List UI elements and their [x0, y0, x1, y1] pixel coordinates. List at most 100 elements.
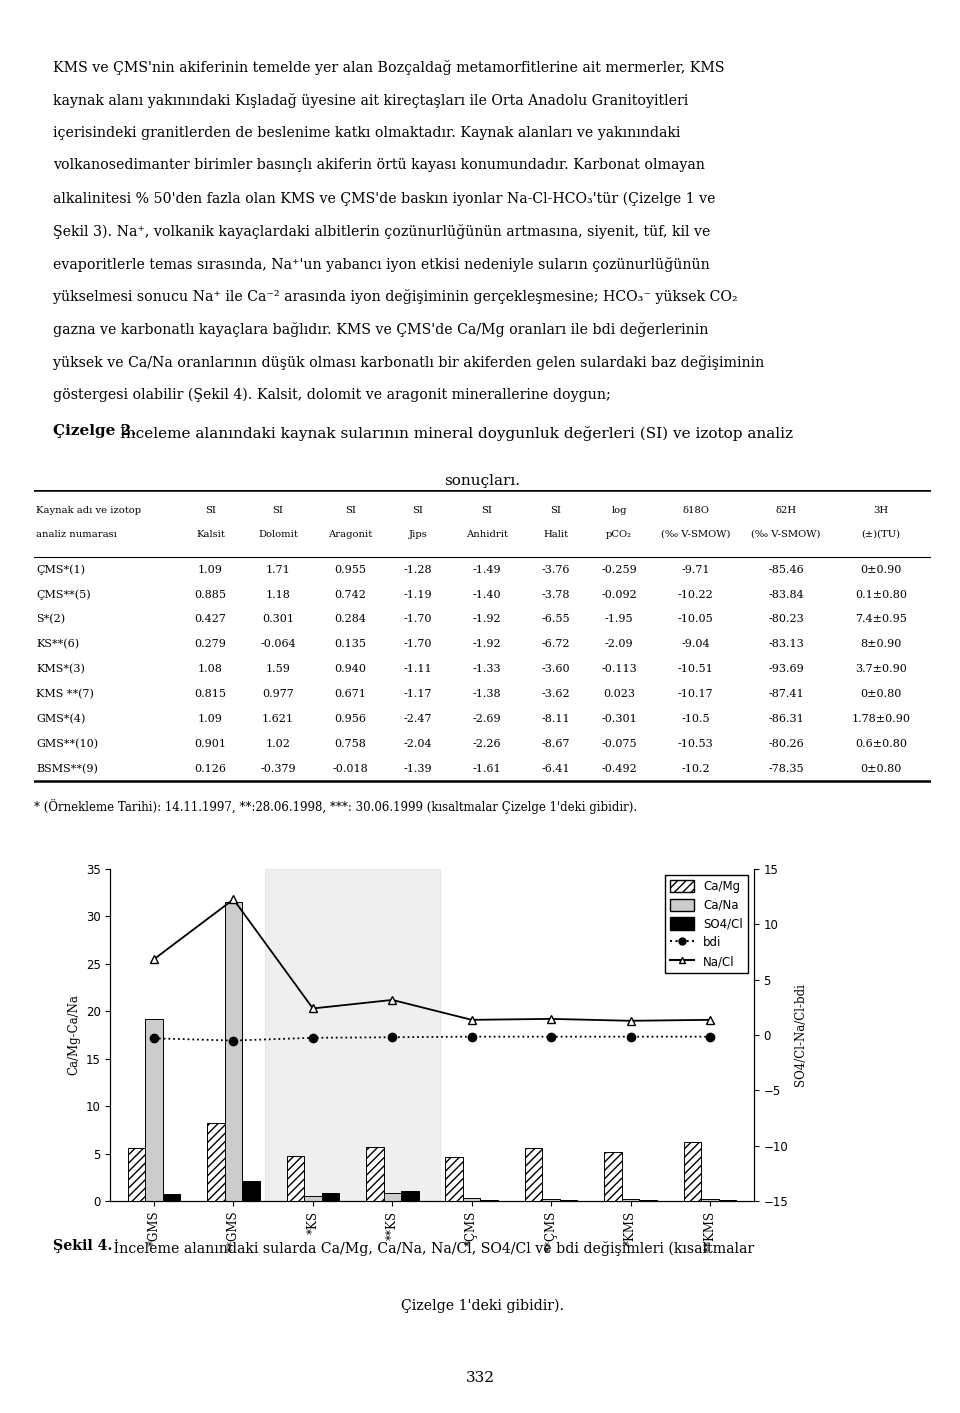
Text: -9.04: -9.04 [682, 639, 710, 650]
Text: S*(2): S*(2) [36, 615, 65, 625]
Text: SI: SI [273, 506, 283, 514]
Bar [622, 1200, 639, 1201]
Y-axis label: Ca/Mg-Ca/Na: Ca/Mg-Ca/Na [67, 995, 81, 1075]
Text: -10.51: -10.51 [678, 664, 713, 674]
Text: SI: SI [413, 506, 423, 514]
Text: -83.13: -83.13 [768, 639, 804, 650]
Text: 0±0.90: 0±0.90 [860, 565, 901, 575]
Text: yüksek ve Ca/Na oranlarının düşük olması karbonatlı bir akiferden gelen sulardak: yüksek ve Ca/Na oranlarının düşük olması… [53, 355, 764, 370]
Text: evaporitlerle temas sırasında, Na⁺'un yabancı iyon etkisi nedeniyle suların çozü: evaporitlerle temas sırasında, Na⁺'un ya… [53, 257, 709, 271]
Text: δ2H: δ2H [776, 506, 797, 514]
Text: içerisindeki granitlerden de beslenime katkı olmaktadır. Kaynak alanları ve yakı: içerisindeki granitlerden de beslenime k… [53, 126, 681, 140]
Bar [128, 1147, 145, 1201]
Text: 0.6±0.80: 0.6±0.80 [855, 739, 907, 749]
Text: 1.71: 1.71 [266, 565, 291, 575]
Text: δ18O: δ18O [683, 506, 709, 514]
Text: İnceleme alanındaki kaynak sularının mineral doygunluk değerleri (SI) ve izotop : İnceleme alanındaki kaynak sularının min… [114, 424, 793, 441]
Text: kaynak alanı yakınındaki Kışladağ üyesine ait kireçtaşları ile Orta Anadolu Gran: kaynak alanı yakınındaki Kışladağ üyesin… [53, 93, 688, 107]
Text: 0.977: 0.977 [262, 690, 294, 699]
Text: 0.135: 0.135 [334, 639, 366, 650]
Text: -0.092: -0.092 [601, 589, 637, 599]
Text: ÇMS*(1): ÇMS*(1) [36, 564, 85, 575]
Text: 0.671: 0.671 [334, 690, 366, 699]
Bar [445, 1157, 463, 1201]
Bar [242, 1181, 260, 1201]
Text: -8.67: -8.67 [541, 739, 570, 749]
Text: KMS **(7): KMS **(7) [36, 690, 94, 699]
Text: 3.7±0.90: 3.7±0.90 [855, 664, 907, 674]
Text: GMS*(4): GMS*(4) [36, 714, 85, 725]
Text: -3.60: -3.60 [541, 664, 570, 674]
Text: -3.76: -3.76 [541, 565, 570, 575]
Text: alkalinitesi % 50'den fazla olan KMS ve ÇMS'de baskın iyonlar Na-Cl-HCO₃'tür (Çi: alkalinitesi % 50'den fazla olan KMS ve … [53, 191, 715, 205]
Text: SI: SI [345, 506, 355, 514]
Text: 8±0.90: 8±0.90 [860, 639, 901, 650]
Bar [384, 1194, 401, 1201]
Text: volkanosedimanter birimler basınçlı akiferin örtü kayası konumundadır. Karbonat : volkanosedimanter birimler basınçlı akif… [53, 158, 705, 172]
Text: İnceleme alanındaki sularda Ca/Mg, Ca/Na, Na/Cl, SO4/Cl ve bdi değişimleri (kısa: İnceleme alanındaki sularda Ca/Mg, Ca/Na… [108, 1239, 754, 1256]
Text: 1.09: 1.09 [198, 565, 223, 575]
Text: 0.758: 0.758 [334, 739, 366, 749]
Text: Çizelge 2.: Çizelge 2. [53, 424, 136, 438]
Text: -1.70: -1.70 [403, 639, 432, 650]
Text: 1.78±0.90: 1.78±0.90 [852, 714, 911, 723]
Text: Jips: Jips [408, 530, 427, 538]
Text: -3.62: -3.62 [541, 690, 570, 699]
Text: -1.33: -1.33 [472, 664, 501, 674]
Text: 0.956: 0.956 [334, 714, 366, 723]
Text: 0.126: 0.126 [195, 764, 227, 774]
Text: -1.38: -1.38 [472, 690, 501, 699]
Bar [684, 1142, 701, 1201]
Text: -1.28: -1.28 [403, 565, 432, 575]
Text: -10.05: -10.05 [678, 615, 713, 625]
Text: (±)(TU): (±)(TU) [861, 530, 900, 538]
Text: 0.1±0.80: 0.1±0.80 [855, 589, 907, 599]
Text: yükselmesi sonucu Na⁺ ile Ca⁻² arasında iyon değişiminin gerçekleşmesine; HCO₃⁻ : yükselmesi sonucu Na⁺ ile Ca⁻² arasında … [53, 290, 737, 304]
Text: 0.284: 0.284 [334, 615, 366, 625]
Text: -0.113: -0.113 [601, 664, 637, 674]
Text: -0.379: -0.379 [260, 764, 296, 774]
Text: -0.064: -0.064 [260, 639, 296, 650]
Text: Aragonit: Aragonit [328, 530, 372, 538]
Text: -1.19: -1.19 [403, 589, 432, 599]
Text: -1.11: -1.11 [403, 664, 432, 674]
Text: 332: 332 [466, 1371, 494, 1385]
Text: KS**(6): KS**(6) [36, 639, 80, 650]
Text: sonuçları.: sonuçları. [444, 475, 520, 489]
Text: -85.46: -85.46 [768, 565, 804, 575]
Text: SI: SI [551, 506, 562, 514]
Text: 1.09: 1.09 [198, 714, 223, 723]
Bar [463, 1198, 480, 1201]
Bar [604, 1152, 622, 1201]
Text: -3.78: -3.78 [541, 589, 570, 599]
Text: -1.92: -1.92 [472, 615, 501, 625]
Text: Kalsit: Kalsit [196, 530, 225, 538]
Text: -0.301: -0.301 [601, 714, 637, 723]
Text: 0.427: 0.427 [195, 615, 227, 625]
Text: (‰ V-SMOW): (‰ V-SMOW) [661, 530, 731, 538]
Text: -80.23: -80.23 [768, 615, 804, 625]
Text: SI: SI [482, 506, 492, 514]
Text: -0.492: -0.492 [601, 764, 637, 774]
Bar [225, 901, 242, 1201]
Text: 1.08: 1.08 [198, 664, 223, 674]
Text: -0.018: -0.018 [332, 764, 368, 774]
Text: -80.26: -80.26 [768, 739, 804, 749]
Text: 0.742: 0.742 [334, 589, 366, 599]
Text: SI: SI [205, 506, 216, 514]
Text: -6.72: -6.72 [541, 639, 570, 650]
Text: 0.940: 0.940 [334, 664, 366, 674]
Text: -83.84: -83.84 [768, 589, 804, 599]
Text: -8.11: -8.11 [541, 714, 570, 723]
Bar [145, 1019, 163, 1201]
Text: -10.22: -10.22 [678, 589, 713, 599]
Text: (‰ V-SMOW): (‰ V-SMOW) [751, 530, 821, 538]
Legend: Ca/Mg, Ca/Na, SO4/Cl, bdi, Na/Cl: Ca/Mg, Ca/Na, SO4/Cl, bdi, Na/Cl [665, 875, 748, 974]
Text: -2.47: -2.47 [403, 714, 432, 723]
Text: 1.59: 1.59 [266, 664, 291, 674]
Text: göstergesi olabilir (Şekil 4). Kalsit, dolomit ve aragonit minerallerine doygun;: göstergesi olabilir (Şekil 4). Kalsit, d… [53, 387, 611, 403]
Text: -2.26: -2.26 [472, 739, 501, 749]
Bar [401, 1191, 419, 1201]
Text: pCO₂: pCO₂ [606, 530, 633, 538]
Text: -1.39: -1.39 [403, 764, 432, 774]
